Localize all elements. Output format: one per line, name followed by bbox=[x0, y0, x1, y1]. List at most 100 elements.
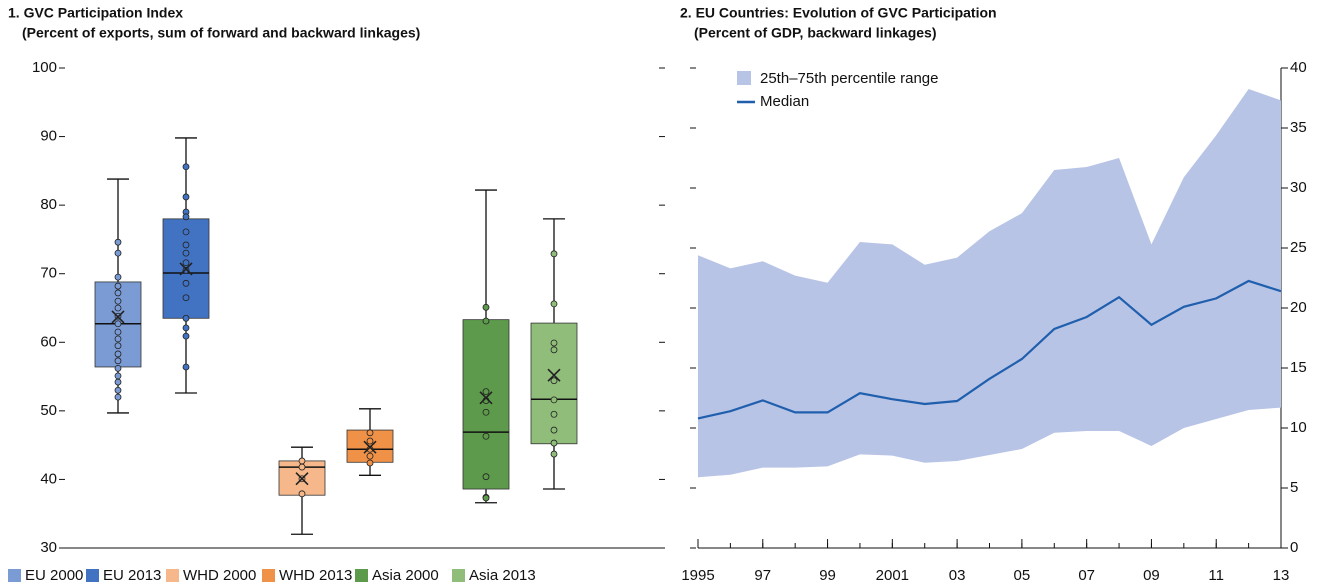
point bbox=[550, 377, 558, 385]
mean bbox=[363, 440, 377, 454]
point bbox=[482, 303, 490, 311]
point bbox=[182, 266, 190, 274]
point bbox=[114, 304, 122, 312]
point bbox=[114, 342, 122, 350]
legend-swatch bbox=[166, 569, 179, 582]
point bbox=[182, 259, 190, 267]
legend-label: EU 2013 bbox=[103, 567, 161, 584]
legend-label: 25th–75th percentile range bbox=[760, 70, 938, 87]
y2-tick-label: 0 bbox=[1290, 539, 1298, 556]
point bbox=[114, 328, 122, 336]
point bbox=[550, 300, 558, 308]
y-tick-label: 30 bbox=[40, 539, 57, 556]
mean bbox=[295, 472, 309, 486]
point bbox=[114, 386, 122, 394]
x-tick-label: 05 bbox=[1014, 567, 1031, 584]
point bbox=[182, 228, 190, 236]
x-tick-label: 1995 bbox=[681, 567, 714, 584]
legend-label: Asia 2000 bbox=[372, 567, 439, 584]
point bbox=[366, 459, 374, 467]
point bbox=[114, 297, 122, 305]
x-tick-label: 03 bbox=[949, 567, 966, 584]
y2-tick-label: 5 bbox=[1290, 479, 1298, 496]
y2-tick-label: 25 bbox=[1290, 239, 1307, 256]
point bbox=[298, 463, 306, 471]
point bbox=[550, 339, 558, 347]
point bbox=[182, 163, 190, 171]
point bbox=[114, 378, 122, 386]
point bbox=[482, 494, 490, 502]
legend-swatch bbox=[262, 569, 275, 582]
point bbox=[182, 213, 190, 221]
x-tick-label: 2001 bbox=[876, 567, 909, 584]
point bbox=[182, 279, 190, 287]
point bbox=[550, 410, 558, 418]
point bbox=[114, 249, 122, 257]
point bbox=[482, 317, 490, 325]
point bbox=[114, 282, 122, 290]
point bbox=[182, 363, 190, 371]
point bbox=[114, 273, 122, 281]
legend-swatch bbox=[355, 569, 368, 582]
point bbox=[182, 193, 190, 201]
point bbox=[114, 335, 122, 343]
chart-title: 1. GVC Participation Index bbox=[8, 5, 183, 21]
point bbox=[182, 241, 190, 249]
y-tick-label: 100 bbox=[32, 59, 57, 76]
point bbox=[366, 437, 374, 445]
x-tick-label: 11 bbox=[1208, 567, 1224, 584]
point bbox=[482, 432, 490, 440]
legend-swatch bbox=[737, 71, 751, 85]
mean bbox=[479, 391, 493, 405]
y-tick-label: 70 bbox=[40, 265, 57, 282]
point bbox=[550, 250, 558, 258]
point bbox=[550, 450, 558, 458]
legend-label: WHD 2013 bbox=[279, 567, 352, 584]
point bbox=[482, 473, 490, 481]
point bbox=[182, 249, 190, 257]
mean bbox=[111, 310, 125, 324]
point bbox=[114, 238, 122, 246]
x-tick-label: 97 bbox=[754, 567, 771, 584]
point bbox=[550, 439, 558, 447]
chart-subtitle: (Percent of exports, sum of forward and … bbox=[22, 25, 420, 41]
x-tick-label: 07 bbox=[1078, 567, 1095, 584]
x-tick-label: 09 bbox=[1143, 567, 1160, 584]
point bbox=[182, 294, 190, 302]
y-tick-label: 60 bbox=[40, 333, 57, 350]
legend-label: WHD 2000 bbox=[183, 567, 256, 584]
mean bbox=[547, 368, 561, 382]
point bbox=[550, 346, 558, 354]
point bbox=[550, 396, 558, 404]
y2-tick-label: 40 bbox=[1290, 59, 1307, 76]
legend-label: Asia 2013 bbox=[469, 567, 536, 584]
point bbox=[114, 289, 122, 297]
point bbox=[366, 429, 374, 437]
point bbox=[114, 393, 122, 401]
legend-swatch bbox=[86, 569, 99, 582]
legend-label: EU 2000 bbox=[25, 567, 83, 584]
point bbox=[114, 372, 122, 380]
point bbox=[298, 490, 306, 498]
x-tick-label: 13 bbox=[1273, 567, 1290, 584]
mean bbox=[179, 262, 193, 276]
point bbox=[482, 388, 490, 396]
point bbox=[114, 320, 122, 328]
y2-tick-label: 35 bbox=[1290, 119, 1307, 136]
point bbox=[114, 350, 122, 358]
chart-subtitle: (Percent of GDP, backward linkages) bbox=[694, 25, 937, 41]
box bbox=[462, 319, 510, 490]
y2-tick-label: 10 bbox=[1290, 419, 1307, 436]
point bbox=[114, 357, 122, 365]
y-tick-label: 80 bbox=[40, 196, 57, 213]
point bbox=[482, 408, 490, 416]
chart-title: 2. EU Countries: Evolution of GVC Partic… bbox=[680, 5, 997, 21]
point bbox=[366, 452, 374, 460]
median-line bbox=[697, 279, 1282, 420]
y-tick-label: 40 bbox=[40, 470, 57, 487]
point bbox=[550, 426, 558, 434]
y-tick-label: 90 bbox=[40, 128, 57, 145]
x-tick-label: 99 bbox=[819, 567, 836, 584]
